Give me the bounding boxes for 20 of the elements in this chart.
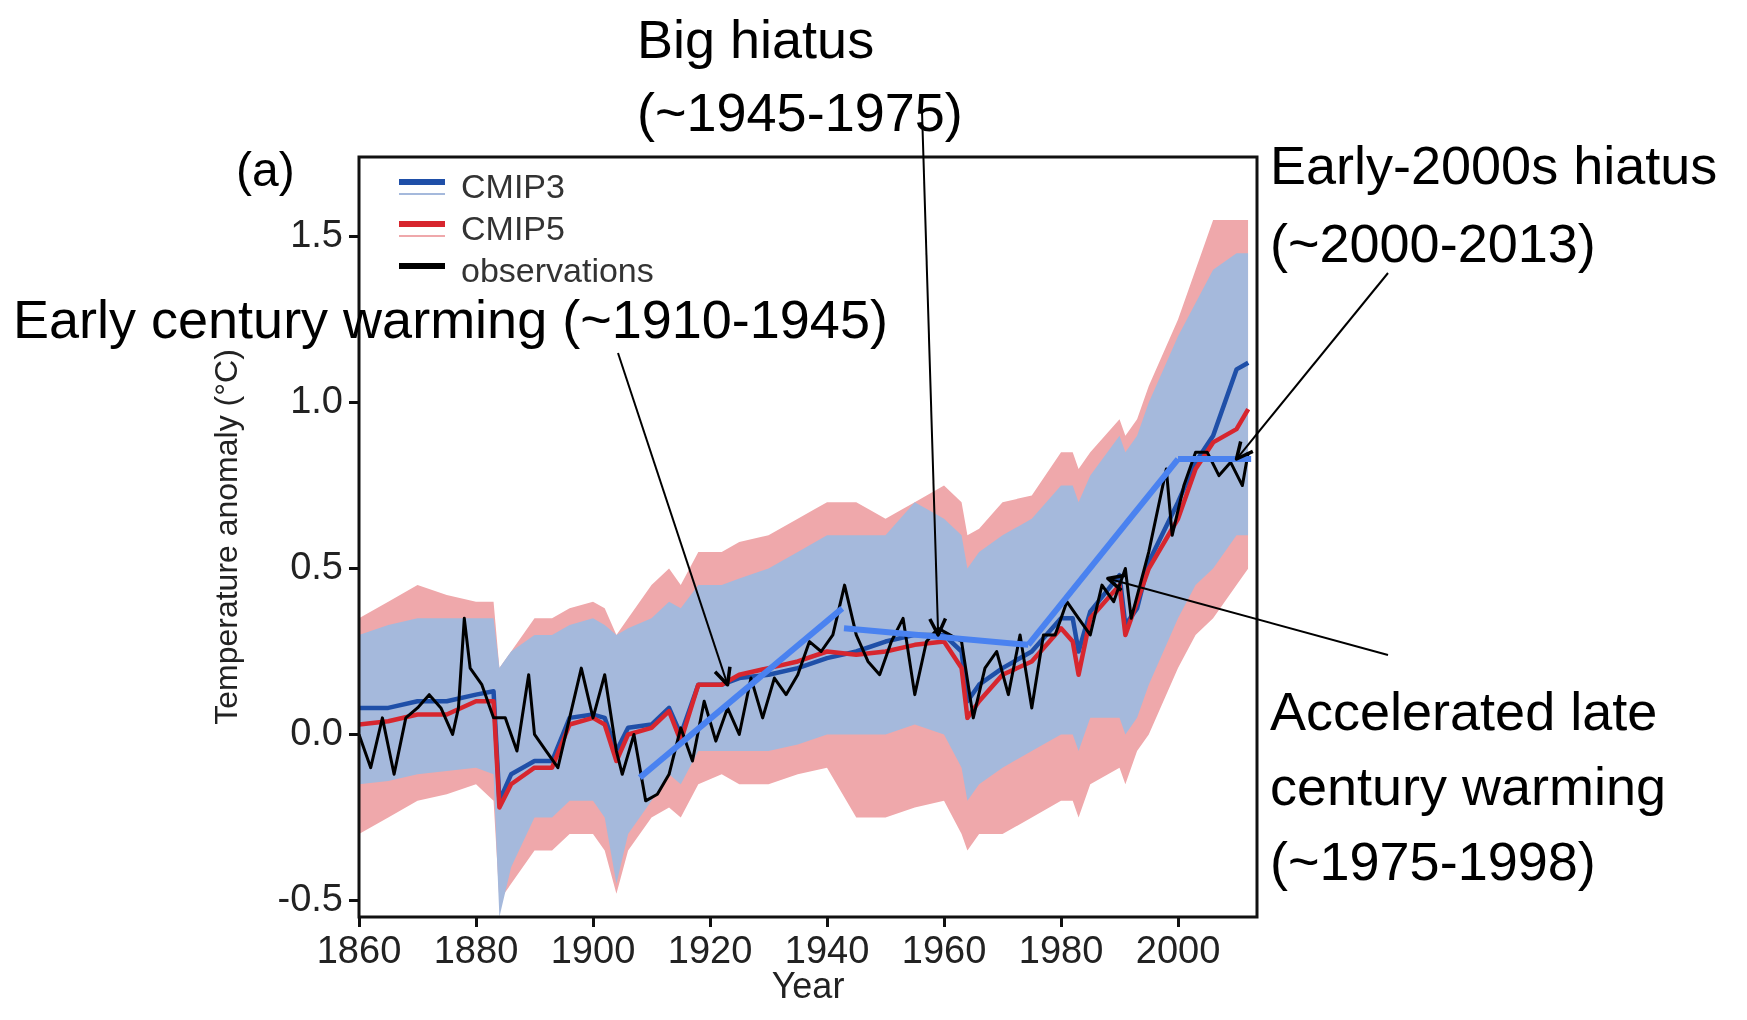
x-tick-label: 1980	[1018, 929, 1104, 972]
legend-label: observations	[461, 251, 654, 290]
x-tick-label: 1960	[901, 929, 987, 972]
x-tick-label: 1920	[667, 929, 753, 972]
annotation: Big hiatus (~1945-1975)	[637, 9, 963, 142]
legend-label: CMIP5	[461, 209, 565, 248]
x-tick-label: 1860	[316, 929, 402, 972]
y-tick-label: 0.5	[290, 545, 343, 588]
y-axis-title: Temperature anomaly (°C)	[208, 349, 245, 725]
text: (a)	[236, 143, 295, 196]
legend-label: CMIP3	[461, 167, 565, 206]
y-tick-label: 1.5	[290, 213, 343, 256]
y-tick-label: 1.0	[290, 379, 343, 422]
y-tick-label: -0.5	[277, 876, 343, 919]
annotation: Accelerated late century warming (~1975-1998)	[1270, 681, 1667, 891]
annotation: Early-2000s hiatus (~2000-2013)	[1270, 135, 1718, 273]
x-tick-label: 2000	[1135, 929, 1221, 972]
x-tick-label: 1880	[433, 929, 519, 972]
x-tick-label: 1900	[550, 929, 636, 972]
y-tick-label: 0.0	[290, 710, 343, 753]
